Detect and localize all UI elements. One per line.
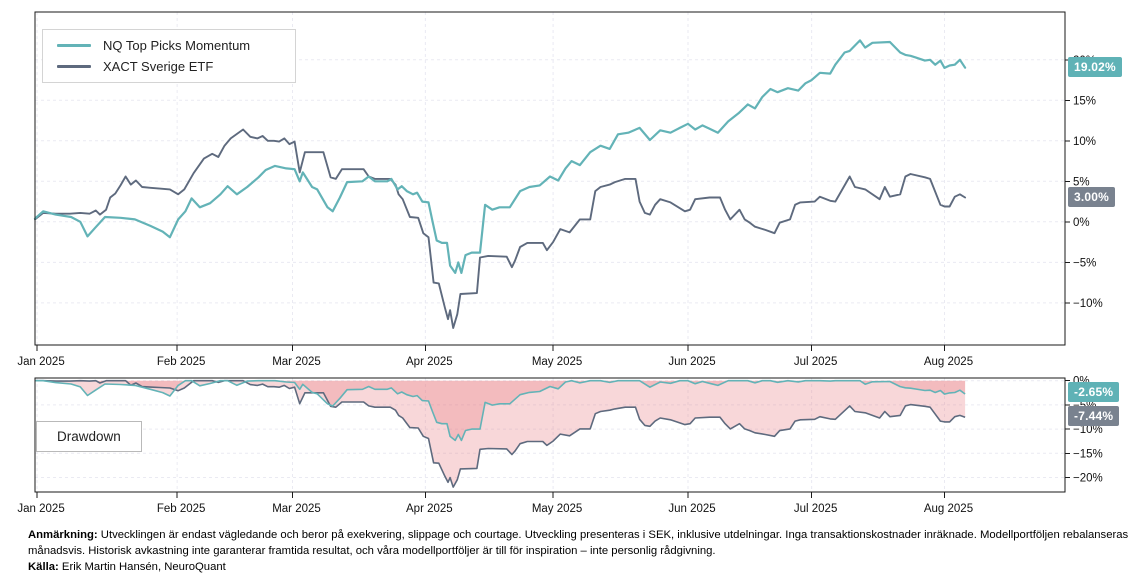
x-tick-label: Jan 2025 [17, 503, 64, 515]
drawdown-area-xact [35, 380, 966, 488]
nq-current-drawdown-badge: -2.65% [1068, 382, 1120, 403]
x-tick-label: Feb 2025 [157, 356, 206, 368]
y-tick-label: −15% [1073, 448, 1103, 460]
x-tick-label: May 2025 [532, 503, 583, 515]
plot-border [34, 377, 1066, 493]
xact-line-swatch-icon [57, 65, 91, 68]
xact-final-return-badge: 3.00% [1068, 186, 1116, 207]
plot-border [34, 11, 1066, 346]
x-tick-label: May 2025 [532, 356, 583, 368]
x-tick-label: Mar 2025 [272, 503, 321, 515]
x-tick-label: Aug 2025 [924, 503, 973, 515]
x-tick-label: Feb 2025 [157, 503, 206, 515]
y-tick-label: −10% [1073, 424, 1103, 436]
x-tick-label: Jun 2025 [668, 356, 715, 368]
legend-item-xact-sverige: XACT Sverige ETF [57, 59, 285, 74]
x-tick-label: Jun 2025 [668, 503, 715, 515]
legend-label: NQ Top Picks Momentum [103, 38, 251, 53]
source-line: Källa: Erik Martin Hansén, NeuroQuant [28, 559, 1130, 575]
disclaimer-note: Anmärkning: Utvecklingen är endast vägle… [28, 527, 1130, 559]
x-tick-label: Apr 2025 [406, 356, 453, 368]
source-label: Källa: [28, 561, 59, 574]
series-line-xact [34, 128, 967, 329]
x-tick-label: Apr 2025 [406, 503, 453, 515]
drawdown-panel-label: Drawdown [36, 421, 142, 452]
series-line-nq [33, 39, 967, 274]
nq-line-swatch-icon [57, 44, 91, 47]
legend-label: XACT Sverige ETF [103, 59, 214, 74]
x-tick-label: Aug 2025 [924, 356, 973, 368]
y-tick-label: 0% [1073, 217, 1090, 229]
note-text: Utvecklingen är endast vägledande och be… [28, 529, 1129, 558]
y-tick-label: −5% [1073, 257, 1096, 269]
drawdown-line-xact [35, 379, 966, 488]
y-tick-label: 15% [1073, 95, 1096, 107]
x-tick-label: Mar 2025 [272, 356, 321, 368]
y-tick-label: 10% [1073, 136, 1096, 148]
legend: NQ Top Picks Momentum XACT Sverige ETF [42, 29, 296, 83]
drawdown-chart [35, 378, 1065, 492]
nq-final-return-badge: 19.02% [1068, 56, 1122, 77]
source-text: Erik Martin Hansén, NeuroQuant [58, 561, 226, 574]
x-tick-label: Jul 2025 [794, 356, 837, 368]
y-tick-label: −10% [1073, 298, 1103, 310]
y-tick-label: −20% [1073, 472, 1103, 484]
disclaimer-footer: Anmärkning: Utvecklingen är endast vägle… [28, 527, 1130, 575]
performance-chart [33, 12, 1065, 345]
legend-item-nq-top-picks: NQ Top Picks Momentum [57, 38, 285, 53]
drawdown-line-nq [35, 379, 966, 442]
drawdown-area-nq [35, 380, 966, 441]
x-tick-label: Jul 2025 [794, 503, 837, 515]
xact-current-drawdown-badge: -7.44% [1068, 405, 1120, 426]
note-label: Anmärkning: [28, 529, 98, 541]
y-tick-label: 5% [1073, 176, 1090, 188]
x-tick-label: Jan 2025 [17, 356, 64, 368]
